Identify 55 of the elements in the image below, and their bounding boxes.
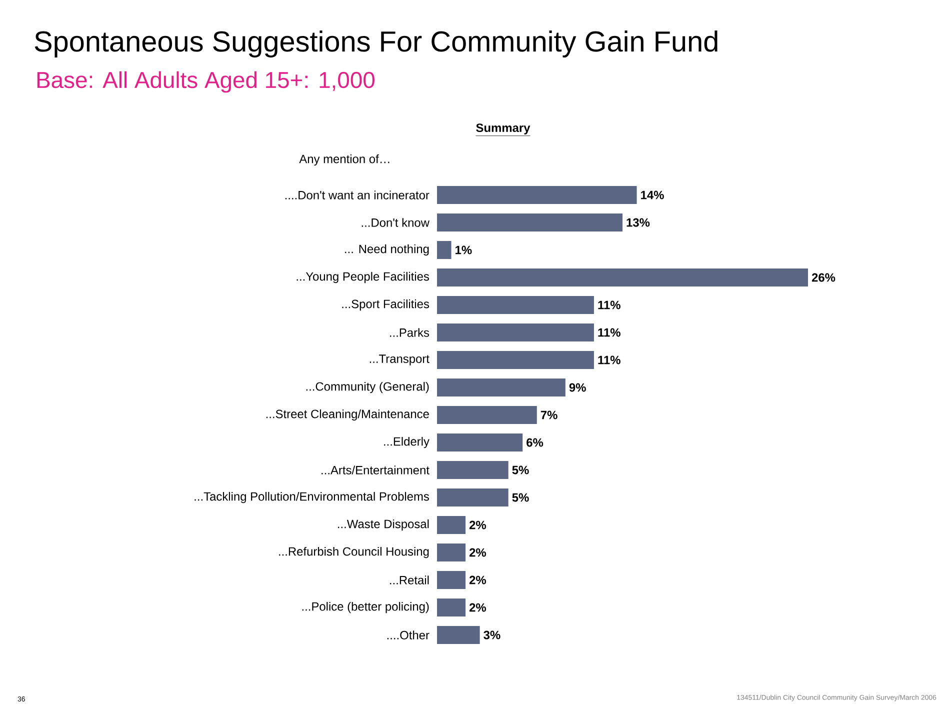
y-tick-label: ... Need nothing [345, 244, 429, 256]
y-tick-label: ...Arts/Entertainment [322, 466, 430, 474]
bar [437, 571, 466, 590]
y-tick-label: ...Police (better policing) [302, 602, 429, 614]
y-tick-label: ...Elderly [384, 436, 430, 448]
data-label: 2% [469, 548, 486, 557]
y-tick-label: ...Don't know [362, 218, 430, 227]
bar [437, 214, 623, 232]
bar [437, 268, 808, 286]
bar [437, 378, 566, 397]
data-label: 2% [469, 576, 486, 584]
bar [437, 296, 594, 314]
bar [437, 461, 508, 480]
data-label: 5% [512, 466, 529, 474]
bar [437, 351, 594, 370]
data-label: 26% [812, 273, 836, 282]
data-label: 2% [469, 603, 486, 612]
text: Any mention of… [299, 154, 390, 166]
y-tick-label: ...Young People Facilities [296, 272, 430, 284]
data-label: 11% [598, 300, 620, 310]
data-label: 2% [469, 520, 486, 530]
y-tick-label: ...Street Cleaning/Maintenance [266, 409, 429, 421]
bar [437, 544, 466, 562]
chart-title: Spontaneous Suggestions For Community Gain Fund [34, 30, 718, 58]
data-label: 11% [598, 356, 620, 364]
y-tick-label: ...Sport Facilities [342, 299, 430, 311]
bar [437, 324, 594, 342]
y-tick-label: ....Other [387, 630, 430, 640]
data-label: 1% [456, 246, 472, 254]
y-tick-label: ...Waste Disposal [338, 519, 429, 531]
bar [437, 186, 637, 204]
bar [437, 488, 508, 507]
bar [437, 598, 466, 617]
bar [437, 241, 452, 259]
y-tick-label: ...Transport [370, 354, 430, 366]
text: Summary [476, 124, 530, 134]
data-label: 6% [526, 438, 544, 447]
y-tick-label: ...Parks [390, 328, 430, 337]
data-label: 5% [512, 493, 529, 502]
text: Base: All Adults Aged 15+: 1,000 [37, 71, 374, 93]
y-tick-label: ...Tackling Pollution/Environmental Problems [194, 492, 430, 504]
bar [437, 516, 466, 534]
data-label: 14% [641, 190, 664, 200]
data-label: 9% [569, 383, 586, 392]
bar [437, 406, 537, 424]
y-tick-label: ...Community (General) [306, 382, 429, 394]
data-label: 13% [626, 218, 650, 227]
bar [437, 434, 523, 452]
y-tick-label: ....Don't want an incinerator [285, 190, 430, 200]
data-label: 7% [540, 410, 558, 420]
y-tick-label: ...Refurbish Council Housing [279, 546, 429, 558]
data-label: 11% [598, 328, 620, 337]
bar [437, 626, 480, 644]
y-tick-label: ...Retail [390, 576, 429, 584]
data-label: 3% [484, 630, 500, 640]
